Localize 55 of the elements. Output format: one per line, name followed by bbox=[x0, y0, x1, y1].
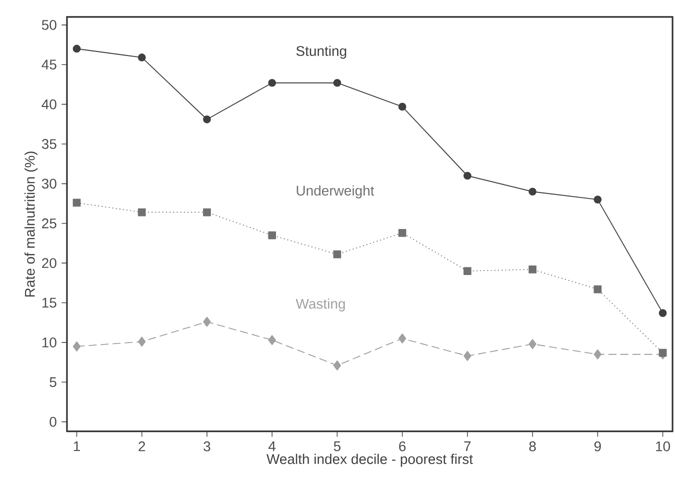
point bbox=[72, 342, 81, 352]
point bbox=[594, 286, 602, 294]
point bbox=[463, 172, 472, 180]
y-axis-title: Rate of malnutrition (%) bbox=[24, 152, 38, 297]
point bbox=[72, 44, 81, 53]
point bbox=[138, 336, 146, 347]
text: Underweight bbox=[296, 186, 374, 199]
point bbox=[594, 196, 602, 204]
y-tick-label: 5 bbox=[50, 377, 56, 388]
text: Wasting bbox=[296, 298, 345, 312]
x-axis-title: Wealth index decile - poorest first bbox=[266, 454, 473, 467]
point bbox=[138, 208, 146, 216]
point bbox=[463, 267, 472, 276]
x-tick-label: 5 bbox=[334, 442, 340, 452]
point bbox=[333, 79, 342, 87]
point bbox=[72, 198, 81, 207]
x-tick-label: 3 bbox=[204, 442, 210, 452]
point bbox=[203, 316, 211, 327]
x-tick-label: 2 bbox=[138, 442, 146, 452]
point bbox=[658, 309, 667, 318]
point bbox=[528, 266, 536, 274]
y-tick-label: 45 bbox=[42, 60, 56, 70]
point bbox=[528, 339, 536, 350]
point bbox=[398, 229, 406, 238]
point bbox=[333, 250, 342, 258]
x-tick-label: 8 bbox=[529, 442, 536, 452]
point bbox=[658, 349, 667, 357]
point bbox=[138, 54, 146, 62]
point bbox=[464, 351, 472, 362]
point bbox=[203, 116, 211, 124]
point bbox=[203, 208, 211, 216]
y-tick-label: 15 bbox=[42, 298, 56, 308]
x-tick-label: 9 bbox=[594, 442, 601, 452]
series-label: Stunting bbox=[296, 46, 346, 59]
x-tick-label: 1 bbox=[74, 442, 80, 452]
y-tick-label: 40 bbox=[42, 100, 56, 110]
point bbox=[594, 350, 602, 360]
y-tick-label: 30 bbox=[42, 178, 56, 189]
point bbox=[398, 334, 406, 344]
point bbox=[528, 188, 536, 196]
point bbox=[268, 335, 276, 346]
y-tick-label: 10 bbox=[42, 338, 56, 348]
x-tick-label: 6 bbox=[399, 442, 406, 452]
y-tick-label: 25 bbox=[42, 218, 56, 229]
y-tick-label: 0 bbox=[50, 417, 56, 427]
y-tick-label: 35 bbox=[42, 139, 56, 150]
point bbox=[333, 360, 342, 371]
x-tick-label: 10 bbox=[656, 442, 670, 452]
point bbox=[398, 102, 406, 111]
x-tick-label: 7 bbox=[464, 442, 471, 452]
x-tick-label: 4 bbox=[268, 442, 276, 452]
point bbox=[268, 232, 276, 240]
point bbox=[268, 79, 276, 87]
y-tick-label: 20 bbox=[42, 258, 56, 268]
y-tick-label: 50 bbox=[42, 20, 56, 30]
